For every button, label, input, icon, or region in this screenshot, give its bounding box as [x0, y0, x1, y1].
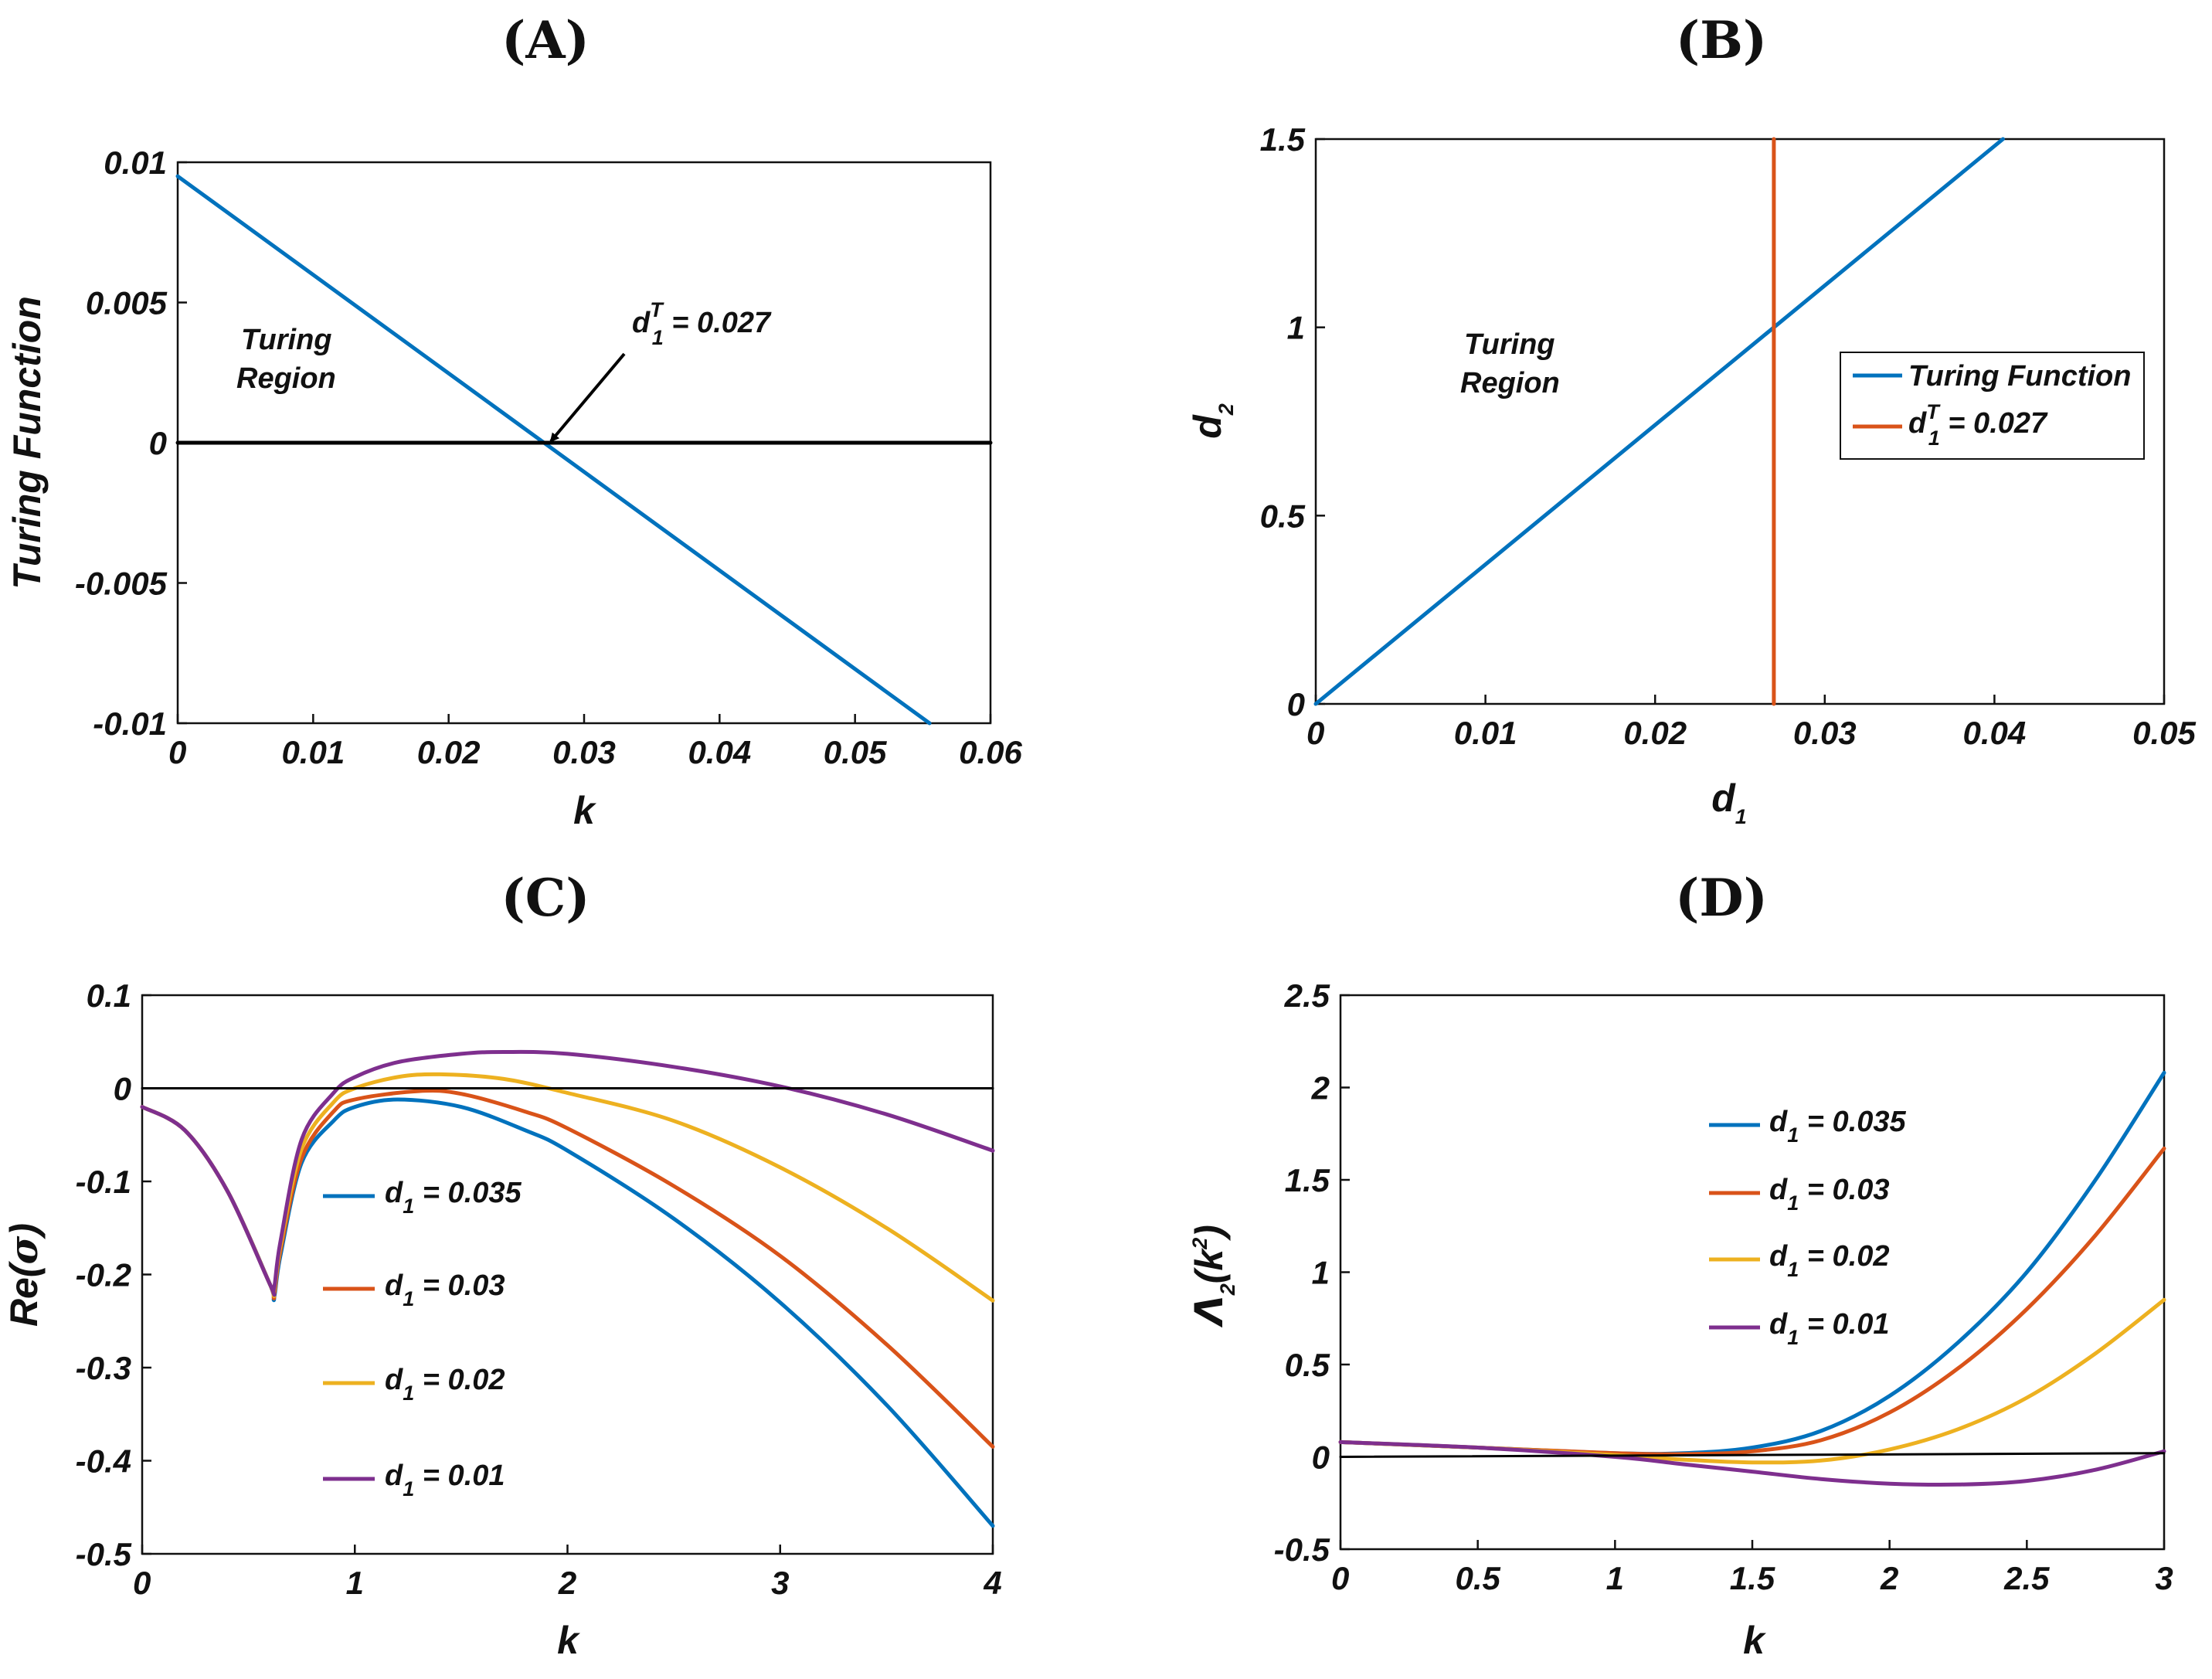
panel-a-xtick-label: 0.06: [959, 734, 1022, 770]
panel-c-ylabel: Re(σ): [1, 1223, 46, 1327]
panel-a-xtick-label: 0: [168, 734, 186, 770]
panel-c-xtick-label: 0: [133, 1565, 151, 1601]
panel-c-series-d1-0-03: [140, 1089, 995, 1449]
panel-a-xtick-label: 0.05: [824, 734, 887, 770]
panel-d-ytick-label: -0.5: [1274, 1531, 1330, 1568]
panel-b-xtick-label: 0.05: [2132, 715, 2196, 751]
panel-b-ytick-label: 0.5: [1260, 498, 1306, 534]
panel-a-arrow: [549, 352, 626, 443]
panel-c-xtick-label: 4: [983, 1565, 1001, 1601]
panel-b-xtick-label: 0.03: [1793, 715, 1857, 751]
panel-c-xtick-label: 2: [558, 1565, 576, 1601]
panel-a-ylabel: Turing Function: [5, 296, 49, 590]
panel-d-xtick-label: 1: [1606, 1560, 1624, 1596]
panel-a-xtick-label: 0.02: [417, 734, 481, 770]
panel-b-xtick-label: 0.04: [1963, 715, 2027, 751]
panel-c-label: (C): [501, 868, 590, 928]
panel-d-ylabel: Λ2(k2): [1187, 1225, 1239, 1328]
panel-b-axes-box: [1314, 138, 2166, 705]
panel-a-label: (A): [501, 10, 590, 70]
panel-c-legend: d1 = 0.035 d1 = 0.03 d1 = 0.02 d1 = 0.01: [323, 1177, 522, 1501]
panel-c-xtick-label: 3: [771, 1565, 789, 1601]
panel-b-xlabel: d1: [1711, 777, 1747, 828]
panel-d-legend-label-1: d1 = 0.035: [1769, 1106, 1907, 1147]
panel-b-xtick-label: 0: [1306, 715, 1324, 751]
panel-a-arrow-label: dT 1 = 0.027: [632, 298, 772, 349]
panel-a-ytick-label: 0: [149, 425, 167, 461]
panel-c-legend-label-1: d1 = 0.035: [385, 1177, 522, 1218]
panel-c-xtick-label: 1: [346, 1565, 364, 1601]
panel-a-region-line1: Turing: [241, 324, 332, 356]
panel-c-xlabel: k: [557, 1619, 580, 1662]
panel-c-ytick-label: 0.1: [87, 977, 131, 1014]
panel-d-series-d1-0-035: [1338, 1070, 2166, 1456]
panel-c: (C) 0 1 2 3 4 -0.5 -0.4 -0.3 -0.2 -0.1 0 0.1 k Re(σ…: [1, 868, 1002, 1662]
panel-c-ytick-label: -0.1: [76, 1164, 131, 1200]
panel-a-ytick-label: -0.01: [93, 705, 167, 742]
panel-b-region-line1: Turing: [1464, 328, 1555, 361]
panel-a-ytick-label: 0.01: [104, 144, 167, 181]
panel-a: (A) 0 0.01 0.02 0.03 0.04 0.05 0.06 -0.01 -0.005…: [5, 10, 1023, 832]
panel-c-ytick-label: -0.2: [76, 1257, 131, 1293]
panel-c-legend-label-4: d1 = 0.01: [385, 1460, 505, 1501]
panel-c-ytick-label: -0.5: [76, 1536, 132, 1572]
panel-d-legend-label-4: d1 = 0.01: [1769, 1308, 1890, 1349]
panel-d-legend-label-3: d1 = 0.02: [1769, 1240, 1890, 1281]
panel-d-legend: d1 = 0.035 d1 = 0.03 d1 = 0.02 d1 = 0.01: [1709, 1106, 1907, 1349]
panel-d-xlabel: k: [1743, 1619, 1766, 1662]
panel-b-legend-label-2: dT 1 = 0.027: [1908, 400, 2048, 450]
panel-d-series-d1-0-01: [1338, 1439, 2166, 1487]
panel-d-xtick-label: 3: [2155, 1560, 2173, 1596]
panel-d-xtick-label: 0: [1331, 1560, 1349, 1596]
panel-b-series-turing-function: [1313, 137, 2005, 706]
panel-d-legend-label-2: d1 = 0.03: [1769, 1174, 1890, 1215]
panel-c-ytick-label: -0.4: [76, 1443, 131, 1480]
panel-d-label: (D): [1675, 868, 1768, 928]
panel-b-legend-box: [1840, 352, 2145, 460]
panel-c-ytick-label: 0: [114, 1071, 131, 1107]
panel-a-xtick-label: 0.03: [552, 734, 616, 770]
panel-a-xtick-label: 0.01: [281, 734, 345, 770]
panel-a-ytick-label: -0.005: [75, 566, 168, 602]
panel-b-ytick-label: 0: [1287, 686, 1305, 722]
panel-c-legend-label-3: d1 = 0.02: [385, 1364, 505, 1405]
panel-d-xtick-label: 0.5: [1455, 1560, 1500, 1596]
panel-b-ytick-label: 1: [1287, 310, 1305, 346]
panel-d-ytick-label: 0: [1312, 1439, 1330, 1476]
panel-b-xtick-label: 0.02: [1623, 715, 1687, 751]
panel-d-ytick-label: 2: [1311, 1070, 1330, 1106]
panel-a-series-turing-function: [175, 174, 932, 726]
panel-a-ytick-label: 0.005: [86, 285, 168, 321]
panel-b-label: (B): [1676, 10, 1767, 70]
panel-d-series-zero-line: [1339, 1452, 2166, 1458]
panel-c-legend-label-2: d1 = 0.03: [385, 1269, 505, 1310]
panel-d-axes-box: [1339, 994, 2166, 1551]
panel-d-ytick-label: 2.5: [1284, 977, 1330, 1014]
panel-d-ytick-label: 1.5: [1285, 1162, 1330, 1198]
panel-d-ytick-label: 1: [1312, 1255, 1330, 1291]
panel-c-ytick-label: -0.3: [76, 1350, 131, 1386]
panel-a-region-line2: Region: [236, 362, 336, 395]
panel-c-series-d1-0-035: [140, 1097, 995, 1528]
panel-b-ytick-label: 1.5: [1260, 121, 1306, 158]
panel-d-ytick-label: 0.5: [1285, 1347, 1330, 1383]
panel-d-xtick-label: 2.5: [2003, 1560, 2050, 1596]
panel-b-region-line2: Region: [1460, 367, 1560, 399]
panel-c-axes-box: [141, 994, 994, 1555]
panel-b-xtick-label: 0.01: [1454, 715, 1517, 751]
panel-c-series-d1-0-01: [140, 1049, 995, 1297]
panel-d-xtick-label: 2: [1880, 1560, 1898, 1596]
panel-b-legend-label-1: Turing Function: [1908, 360, 2131, 393]
panel-a-xtick-label: 0.04: [688, 734, 751, 770]
panel-b-legend: Turing Function dT 1 = 0.027: [1840, 352, 2145, 460]
panel-b-ylabel: d2: [1186, 403, 1238, 439]
panel-a-xlabel: k: [573, 789, 596, 832]
panel-d-xtick-label: 1.5: [1730, 1560, 1775, 1596]
panel-d: (D) 0 0.5 1 1.5 2 2.5 3-0.500.511.522.5 k Λ2(k…: [1187, 868, 2173, 1662]
panel-d-series-d1-0-02: [1338, 1297, 2166, 1465]
